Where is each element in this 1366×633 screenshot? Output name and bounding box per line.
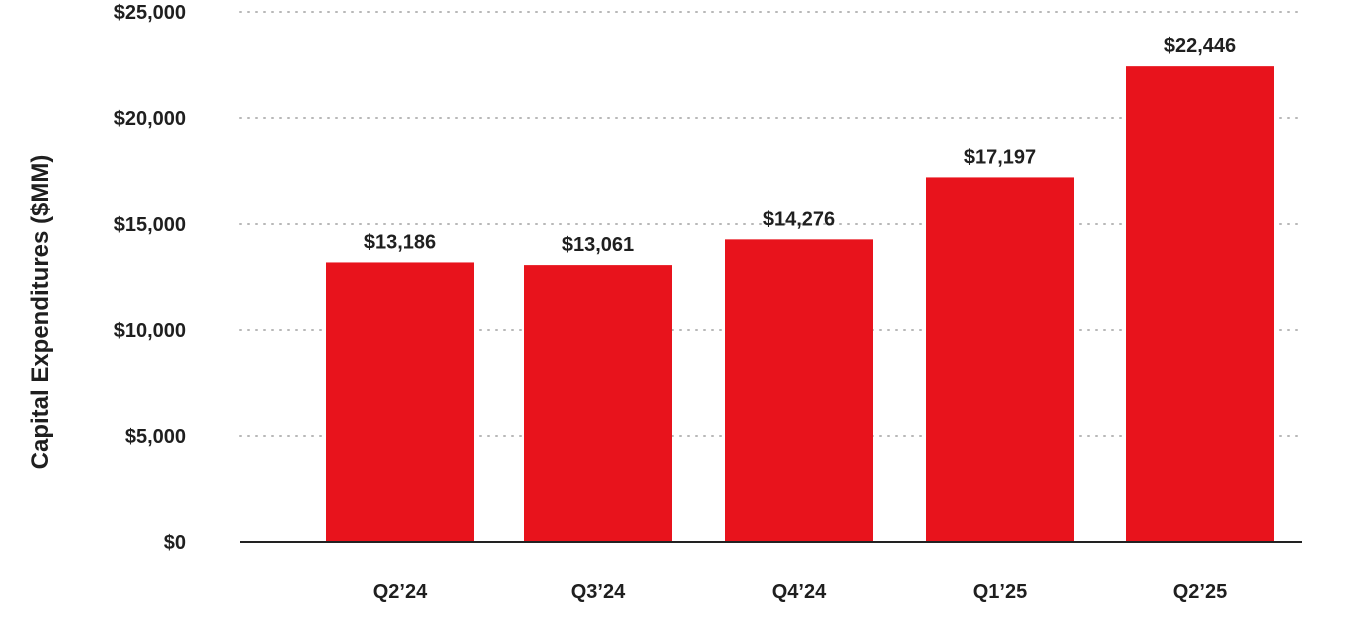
bar-value-label: $17,197 [964, 146, 1036, 168]
x-tick-label: Q1’25 [973, 581, 1027, 603]
x-tick-label: Q3’24 [571, 581, 626, 603]
y-tick-label: $15,000 [114, 214, 186, 236]
value-labels: $13,186 $13,061 $14,276 $17,197 $22,446 [364, 35, 1236, 256]
bar [725, 239, 873, 542]
bar [524, 265, 672, 542]
bar-value-label: $22,446 [1164, 35, 1236, 57]
bar-value-label: $13,186 [364, 231, 436, 253]
y-axis-title: Capital Expenditures ($MM) [27, 155, 54, 470]
y-axis-ticks: $0 $5,000 $10,000 $15,000 $20,000 $25,000 [114, 2, 186, 554]
y-tick-label: $5,000 [125, 426, 186, 448]
x-tick-label: Q4’24 [772, 581, 827, 603]
x-axis-ticks: Q2’24 Q3’24 Q4’24 Q1’25 Q2’25 [373, 581, 1227, 603]
bar-value-label: $13,061 [562, 234, 634, 256]
x-tick-label: Q2’25 [1173, 581, 1227, 603]
bar [326, 262, 474, 542]
x-tick-label: Q2’24 [373, 581, 428, 603]
bar [1126, 66, 1274, 542]
y-tick-label: $10,000 [114, 320, 186, 342]
y-tick-label: $20,000 [114, 108, 186, 130]
y-tick-label: $25,000 [114, 2, 186, 24]
bar-value-label: $14,276 [763, 208, 835, 230]
y-tick-label: $0 [164, 532, 186, 554]
bar [926, 177, 1074, 543]
bars [326, 66, 1274, 543]
